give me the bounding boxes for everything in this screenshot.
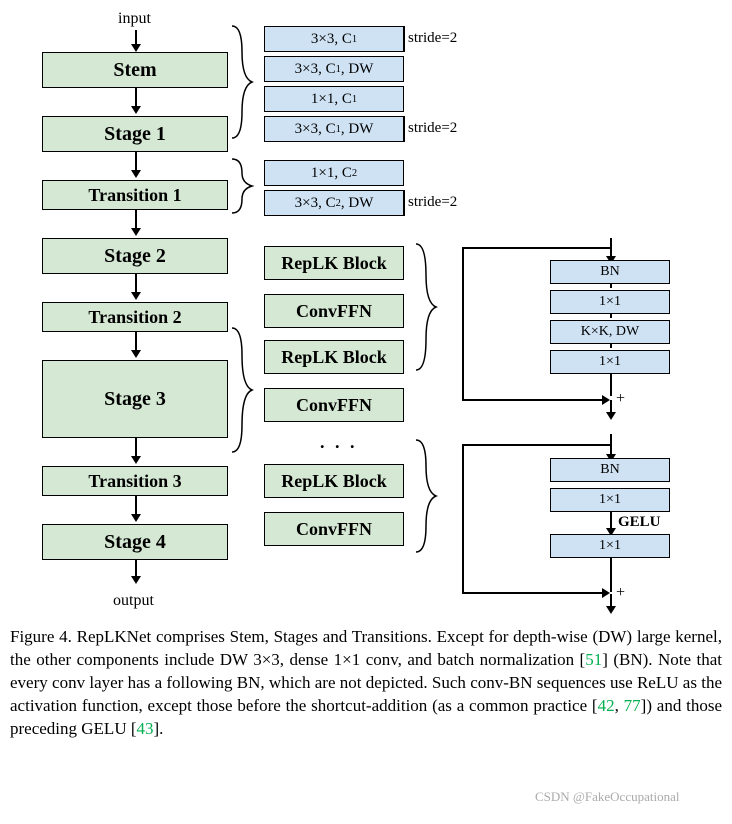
brace-transition bbox=[228, 155, 256, 217]
watermark: CSDN @FakeOccupational bbox=[535, 789, 679, 805]
replk-block-box: RepLK Block bbox=[264, 246, 404, 280]
ellipsis: . . . bbox=[320, 432, 358, 453]
ffn-layer-box: BN bbox=[550, 458, 670, 482]
figure-caption: Figure 4. RepLKNet comprises Stem, Stage… bbox=[10, 626, 722, 741]
arrow bbox=[135, 210, 137, 230]
arrow bbox=[135, 88, 137, 108]
convffn-box: ConvFFN bbox=[264, 512, 404, 546]
architecture-diagram: input Stem Stage 1 Transition 1 Stage 2 Tran… bbox=[10, 10, 722, 618]
ffn-layer-box: 1×1 bbox=[550, 488, 670, 512]
ffn-layer-box: 1×1 bbox=[550, 534, 670, 558]
stem-conv-box: 3×3, C1, DW bbox=[264, 116, 404, 142]
arrow bbox=[610, 238, 612, 258]
convffn-box: ConvFFN bbox=[264, 294, 404, 328]
convffn-box: ConvFFN bbox=[264, 388, 404, 422]
transition-conv-box: 3×3, C2, DW bbox=[264, 190, 404, 216]
skip-line bbox=[462, 247, 464, 399]
arrow bbox=[135, 152, 137, 172]
stride-label: stride=2 bbox=[408, 30, 457, 47]
replk-layer-box: 1×1 bbox=[550, 290, 670, 314]
arrow-head bbox=[131, 576, 141, 584]
gelu-label: GELU bbox=[618, 514, 661, 531]
arrow bbox=[610, 374, 612, 396]
brace-stage bbox=[228, 240, 256, 540]
arrow-head bbox=[131, 228, 141, 236]
arrow-head bbox=[131, 44, 141, 52]
replk-layer-box: 1×1 bbox=[550, 350, 670, 374]
stage2-box: Stage 2 bbox=[42, 238, 228, 274]
skip-line bbox=[462, 444, 610, 446]
arrow bbox=[610, 284, 612, 288]
arrow bbox=[610, 434, 612, 456]
arrow bbox=[135, 274, 137, 294]
trans2-box: Transition 2 bbox=[42, 302, 228, 332]
arrow-head bbox=[131, 170, 141, 178]
replk-layer-box: K×K, DW bbox=[550, 320, 670, 344]
arrow bbox=[610, 314, 612, 318]
brace-stem bbox=[228, 22, 256, 142]
arrow-head bbox=[131, 350, 141, 358]
arrow-head bbox=[131, 106, 141, 114]
skip-line bbox=[462, 444, 464, 592]
citation: 43 bbox=[137, 719, 154, 738]
stem-conv-box: 3×3, C1, DW bbox=[264, 56, 404, 82]
stride-label: stride=2 bbox=[408, 120, 457, 137]
caption-text: ]. bbox=[154, 719, 164, 738]
plus-label: + bbox=[616, 390, 625, 408]
replk-layer-box: BN bbox=[550, 260, 670, 284]
output-label: output bbox=[113, 592, 154, 610]
stem-conv-box: 1×1, C1 bbox=[264, 86, 404, 112]
replk-block-box: RepLK Block bbox=[264, 340, 404, 374]
arrow-head bbox=[131, 514, 141, 522]
arrow-head bbox=[606, 412, 616, 420]
caption-text: , bbox=[615, 696, 624, 715]
stage3-box: Stage 3 bbox=[42, 360, 228, 438]
arrow-head bbox=[606, 606, 616, 614]
trans1-box: Transition 1 bbox=[42, 180, 228, 210]
citation: 42 bbox=[598, 696, 615, 715]
arrow bbox=[135, 496, 137, 516]
transition-conv-box: 1×1, C2 bbox=[264, 160, 404, 186]
stage1-box: Stage 1 bbox=[42, 116, 228, 152]
stem-conv-box: 3×3, C1 bbox=[264, 26, 404, 52]
arrow bbox=[610, 558, 612, 592]
arrow bbox=[610, 344, 612, 348]
arrow-head bbox=[602, 395, 610, 405]
skip-line bbox=[462, 399, 604, 401]
citation: 77 bbox=[624, 696, 641, 715]
plus-label: + bbox=[616, 584, 625, 602]
arrow-head bbox=[131, 456, 141, 464]
stage4-box: Stage 4 bbox=[42, 524, 228, 560]
replk-block-box: RepLK Block bbox=[264, 464, 404, 498]
skip-line bbox=[462, 247, 610, 249]
input-label: input bbox=[118, 10, 151, 28]
trans3-box: Transition 3 bbox=[42, 466, 228, 496]
arrow bbox=[135, 438, 137, 458]
stem-box: Stem bbox=[42, 52, 228, 88]
arrow-head bbox=[602, 588, 610, 598]
arrow bbox=[135, 332, 137, 352]
citation: 51 bbox=[585, 650, 602, 669]
stride-label: stride=2 bbox=[408, 194, 457, 211]
arrow-head bbox=[131, 292, 141, 300]
skip-line bbox=[462, 592, 604, 594]
brace-replk bbox=[412, 240, 440, 374]
brace-ffn bbox=[412, 436, 440, 556]
